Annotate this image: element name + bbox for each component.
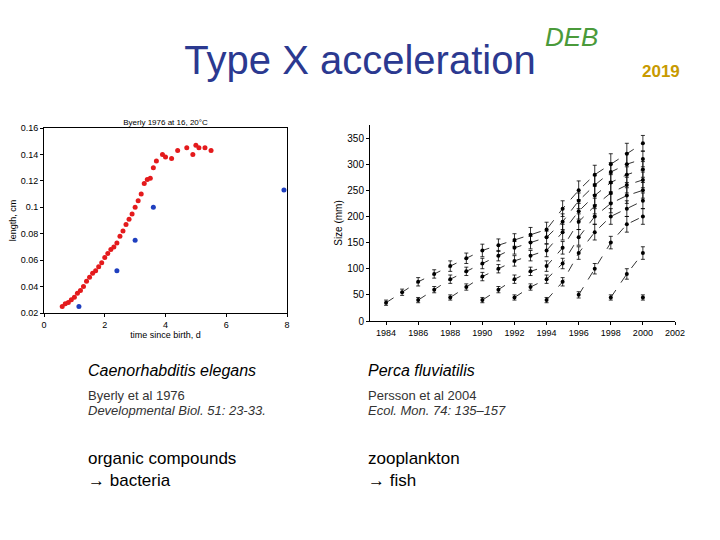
svg-text:0.08: 0.08 <box>21 229 39 239</box>
html-text:DEB: DEB <box>545 22 599 52</box>
svg-text:200: 200 <box>347 211 364 222</box>
svg-text:100: 100 <box>347 263 364 274</box>
svg-text:1984: 1984 <box>376 328 396 338</box>
svg-text:1986: 1986 <box>408 328 428 338</box>
svg-text:6: 6 <box>224 320 229 330</box>
svg-text:50: 50 <box>353 289 365 300</box>
html-text:organic compounds: organic compounds <box>88 449 237 468</box>
svg-text:length, cm: length, cm <box>8 200 18 242</box>
svg-text:300: 300 <box>347 159 364 170</box>
svg-text:0.16: 0.16 <box>21 123 39 133</box>
html-text:→ fish: → fish <box>368 471 417 490</box>
svg-text:150: 150 <box>347 237 364 248</box>
svg-text:2000: 2000 <box>633 328 653 338</box>
html-text:Ecol. Mon. 74: 135–157: Ecol. Mon. 74: 135–157 <box>368 403 506 418</box>
svg-text:1994: 1994 <box>537 328 557 338</box>
html-text:2019: 2019 <box>642 62 680 81</box>
svg-text:4: 4 <box>163 320 168 330</box>
svg-text:0.02: 0.02 <box>21 308 39 318</box>
svg-text:8: 8 <box>284 320 289 330</box>
svg-text:0.04: 0.04 <box>21 282 39 292</box>
svg-text:350: 350 <box>347 133 364 144</box>
svg-text:1996: 1996 <box>569 328 589 338</box>
svg-text:Byerly 1976 at 16, 20°C: Byerly 1976 at 16, 20°C <box>123 118 208 127</box>
svg-text:0.1: 0.1 <box>26 202 39 212</box>
html-text:Type X acceleration: Type X acceleration <box>184 38 536 82</box>
svg-text:0.14: 0.14 <box>21 150 39 160</box>
svg-text:2002: 2002 <box>665 328 685 338</box>
svg-text:1998: 1998 <box>601 328 621 338</box>
html-text:Developmental Biol. 51: 23-33.: Developmental Biol. 51: 23-33. <box>88 403 266 418</box>
svg-text:Size (mm): Size (mm) <box>333 200 344 246</box>
html-text:Byerly et al 1976: Byerly et al 1976 <box>88 388 185 403</box>
svg-text:0: 0 <box>41 320 46 330</box>
svg-text:time since birth, d: time since birth, d <box>130 330 201 340</box>
svg-text:250: 250 <box>347 185 364 196</box>
html-text:→ bacteria: → bacteria <box>88 471 171 490</box>
html-text:Perca fluviatilis: Perca fluviatilis <box>368 362 475 379</box>
svg-text:1992: 1992 <box>504 328 524 338</box>
html-text:Caenorhabditis elegans: Caenorhabditis elegans <box>88 362 257 379</box>
svg-text:1988: 1988 <box>440 328 460 338</box>
html-text:zooplankton: zooplankton <box>368 449 460 468</box>
html-text:Persson et al 2004: Persson et al 2004 <box>368 388 477 403</box>
svg-text:0.12: 0.12 <box>21 176 39 186</box>
svg-text:2: 2 <box>102 320 107 330</box>
svg-text:1990: 1990 <box>472 328 492 338</box>
svg-text:0.06: 0.06 <box>21 255 39 265</box>
svg-text:0: 0 <box>358 316 364 327</box>
